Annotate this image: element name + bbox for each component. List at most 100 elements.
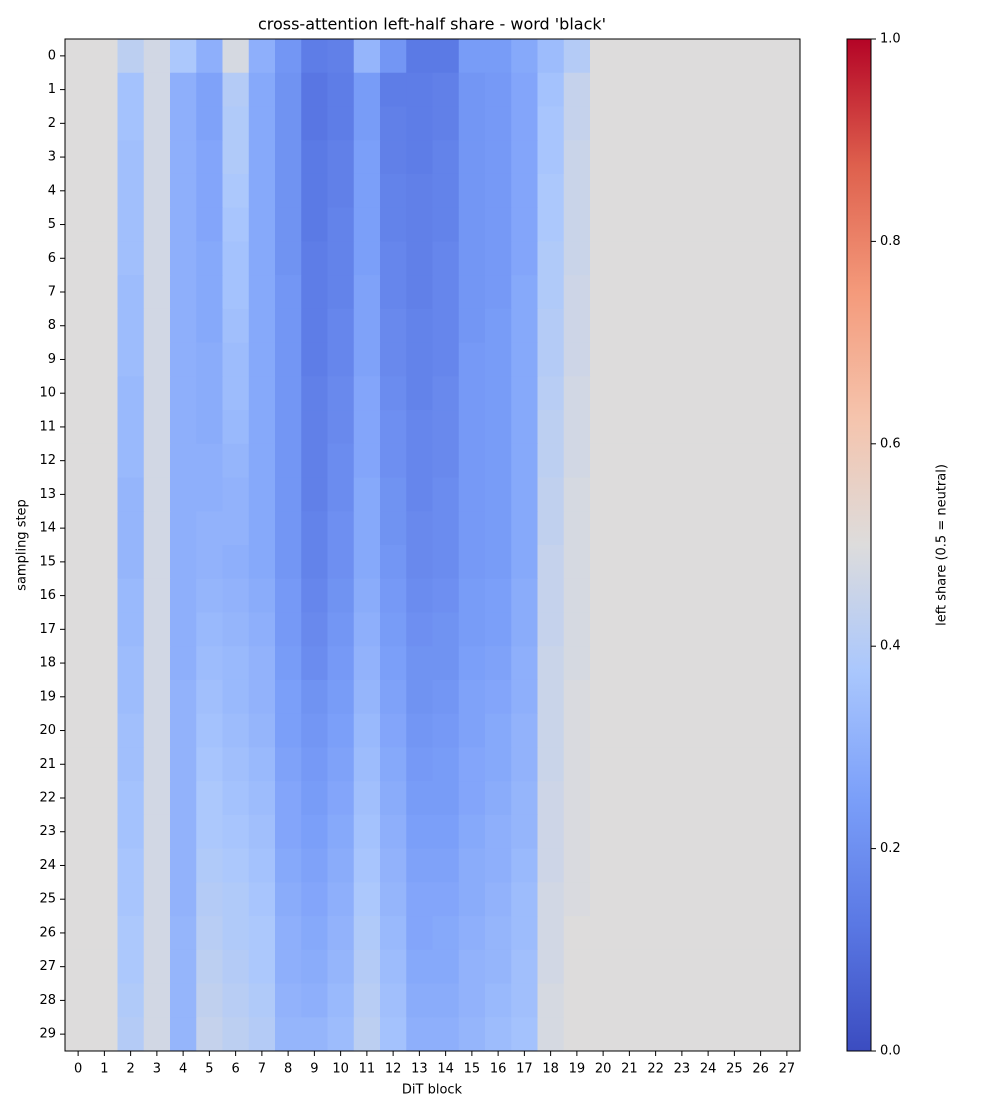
heatmap-cell [537, 275, 565, 310]
heatmap-cell [458, 713, 486, 748]
heatmap-cell [695, 679, 722, 715]
heatmap-cell [275, 679, 302, 715]
heatmap-cell [511, 308, 538, 344]
heatmap-cell [327, 882, 355, 917]
heatmap-cell [117, 511, 145, 546]
heatmap-cell [91, 1017, 118, 1052]
y-tick-label: 20 [39, 723, 56, 738]
heatmap-cell [747, 848, 775, 883]
heatmap-cell [563, 308, 591, 344]
x-tick-label: 26 [752, 1062, 769, 1077]
heatmap-cell [196, 308, 223, 344]
heatmap-cell [590, 747, 617, 782]
heatmap-cell [301, 275, 328, 310]
heatmap-cell [642, 814, 670, 850]
heatmap-cell [380, 781, 407, 816]
heatmap-cell [65, 713, 92, 748]
heatmap-cell [458, 207, 486, 242]
heatmap-cell [248, 545, 276, 580]
heatmap-cell [590, 646, 617, 681]
heatmap-cell [747, 1017, 775, 1052]
heatmap-cell [248, 376, 276, 411]
heatmap-cell [563, 781, 591, 816]
heatmap-cell [65, 376, 92, 411]
heatmap-cell [91, 612, 118, 647]
heatmap-cell [616, 781, 643, 816]
heatmap-cell [721, 342, 748, 377]
heatmap-cell [458, 477, 486, 512]
heatmap-cell [485, 511, 512, 546]
heatmap-cell [563, 140, 591, 175]
heatmap-cell [590, 578, 617, 613]
heatmap-cell [380, 410, 407, 445]
heatmap-cell [590, 39, 617, 74]
heatmap-cell [275, 443, 302, 479]
heatmap-cell [196, 848, 223, 883]
heatmap-cell [642, 173, 670, 209]
heatmap-cell [170, 747, 197, 782]
heatmap-cell [196, 477, 223, 512]
heatmap-cell [65, 39, 92, 74]
heatmap-cell [432, 410, 460, 445]
heatmap-cell [485, 342, 512, 377]
heatmap-cell [327, 916, 355, 951]
heatmap-cell [773, 679, 801, 715]
heatmap-cell [485, 376, 512, 411]
y-tick-label: 11 [39, 419, 56, 434]
heatmap-cell [590, 173, 617, 209]
heatmap-cell [327, 781, 355, 816]
heatmap-cell [196, 916, 223, 951]
heatmap-cell [590, 477, 617, 512]
heatmap-cell [773, 511, 801, 546]
heatmap-cell [642, 207, 670, 242]
heatmap-cell [248, 882, 276, 917]
heatmap-cell [773, 477, 801, 512]
y-tick-label: 14 [39, 521, 56, 536]
heatmap-cell [353, 612, 381, 647]
heatmap-cell [406, 646, 433, 681]
heatmap-cell [353, 747, 381, 782]
heatmap-cell [65, 106, 92, 141]
heatmap-cell [695, 612, 722, 647]
heatmap-cell [563, 747, 591, 782]
heatmap-cell [747, 376, 775, 411]
heatmap-cell [143, 578, 171, 613]
heatmap-cell [170, 376, 197, 411]
heatmap-cell [196, 275, 223, 310]
heatmap-cell [485, 106, 512, 141]
heatmap-cell [143, 983, 171, 1018]
y-tick-label: 10 [39, 386, 56, 401]
heatmap-cell [773, 578, 801, 613]
heatmap-cell [248, 713, 276, 748]
y-tick-label: 1 [48, 82, 56, 97]
heatmap-cell [563, 983, 591, 1018]
heatmap-cell [222, 308, 250, 344]
heatmap-cell [248, 814, 276, 850]
heatmap-cell [353, 578, 381, 613]
heatmap-cell [170, 207, 197, 242]
heatmap-cell [668, 578, 696, 613]
y-tick-label: 6 [48, 251, 56, 266]
heatmap-cell [537, 781, 565, 816]
heatmap-cell [695, 848, 722, 883]
heatmap-cell [537, 140, 565, 175]
heatmap-cell [537, 342, 565, 377]
heatmap-cell [275, 342, 302, 377]
heatmap-cell [327, 207, 355, 242]
heatmap-cell [248, 140, 276, 175]
heatmap-cell [773, 173, 801, 209]
heatmap-cell [485, 545, 512, 580]
heatmap-cell [117, 308, 145, 344]
heatmap-cell [196, 443, 223, 479]
heatmap-cell [668, 477, 696, 512]
heatmap-cell [248, 106, 276, 141]
heatmap-cell [117, 848, 145, 883]
heatmap-cell [91, 140, 118, 175]
heatmap-cell [117, 646, 145, 681]
heatmap-cell [248, 241, 276, 276]
heatmap-cell [248, 477, 276, 512]
heatmap-cell [511, 241, 538, 276]
heatmap-cell [406, 781, 433, 816]
heatmap-cell [353, 342, 381, 377]
heatmap-cell [248, 72, 276, 107]
